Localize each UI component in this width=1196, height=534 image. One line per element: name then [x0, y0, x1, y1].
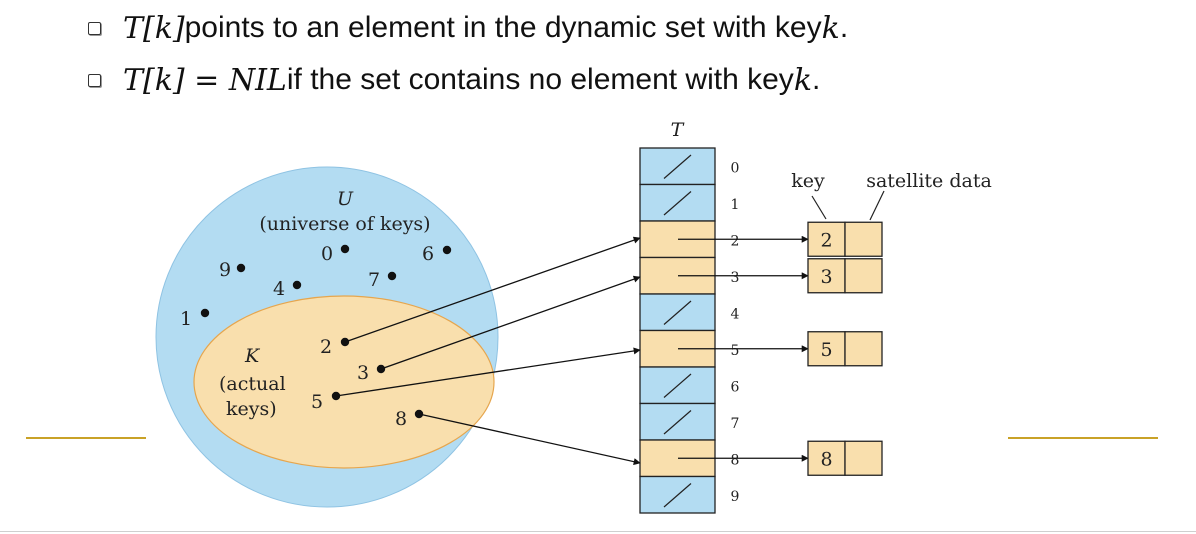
slot-index-9: 9: [731, 489, 740, 505]
slot-index-8: 8: [731, 452, 740, 468]
nil-slash: [663, 191, 692, 216]
record-satellite-cell: [844, 331, 883, 367]
nil-slash: [663, 410, 692, 435]
nil-slash: [663, 483, 692, 508]
record-key-cell: [807, 440, 846, 476]
bullet-1-end: .: [839, 11, 849, 44]
record-key-cell: [807, 258, 846, 294]
accent-line-left: [26, 437, 146, 439]
bullet-2-text: if the set contains no element with key: [286, 63, 794, 96]
universe-key-0: 0: [321, 243, 333, 265]
arrow-key5-to-slot5: [335, 347, 641, 397]
bullet-2-end: .: [812, 63, 821, 96]
actual-key-2: 2: [320, 336, 332, 358]
bullet-2-math: T[k]: [123, 62, 185, 98]
arrow-key8-to-slot8: [418, 413, 641, 466]
universe-key-dot: [340, 244, 350, 254]
actual-key-5: 5: [311, 391, 323, 413]
arrow-key2-to-slot2: [344, 236, 641, 343]
slot-index-5: 5: [731, 343, 740, 359]
bullet-2-key: k: [793, 62, 812, 98]
universe-key-dot: [387, 271, 397, 281]
universe-key-dot: [200, 308, 210, 318]
slot-index-7: 7: [731, 416, 740, 432]
slot-index-3: 3: [731, 270, 740, 286]
universe-key-1: 1: [180, 308, 192, 330]
bullet-1: T[k] points to an element in the dynamic…: [88, 8, 848, 48]
element-records: 2 3 5 8: [678, 221, 883, 476]
table-label: T: [671, 119, 685, 141]
bullet-2-eq: =: [184, 62, 229, 98]
satellite-annotation: satellite data: [866, 170, 992, 192]
bottom-rule: [0, 531, 1196, 532]
universe-key-9: 9: [219, 259, 231, 281]
arrow-key3-to-slot3: [380, 275, 641, 370]
record-key-2: 2: [820, 229, 832, 251]
record-key-cell: [807, 221, 846, 257]
bullet-2-nil: NIL: [228, 62, 287, 98]
bullet-1-math: T[k]: [123, 10, 185, 46]
bullet-1-text: points to an element in the dynamic set …: [184, 11, 822, 44]
record-key-8: 8: [820, 448, 832, 470]
actual-caption-line2: keys): [226, 398, 277, 420]
key-pointer-line: [811, 195, 827, 220]
record-satellite-cell: [844, 440, 883, 476]
nil-slash: [663, 300, 692, 325]
satellite-pointer-line: [869, 190, 885, 221]
bullet-1-key: k: [821, 10, 840, 46]
slot-index-4: 4: [731, 306, 740, 322]
actual-caption-line1: (actual: [219, 373, 286, 395]
slot-index-6: 6: [731, 379, 740, 395]
record-key-3: 3: [820, 266, 832, 288]
universe-key-7: 7: [368, 269, 380, 291]
record-key-cell: [807, 331, 846, 367]
slot-index-1: 1: [731, 197, 740, 213]
accent-line-right: [1008, 437, 1158, 439]
record-satellite-cell: [844, 258, 883, 294]
nil-slash: [663, 373, 692, 398]
arrows: [335, 236, 641, 466]
universe-caption: (universe of keys): [259, 213, 430, 235]
universe-key-dot: [292, 280, 302, 290]
record-key-5: 5: [820, 339, 832, 361]
actual-key-8: 8: [395, 408, 407, 430]
universe-key-6: 6: [422, 243, 434, 265]
nil-slash: [663, 154, 692, 179]
table-slot-1: [639, 183, 716, 222]
actual-label: K: [244, 345, 261, 367]
universe-key-dot: [236, 263, 246, 273]
bullet-2: T[k] = NIL if the set contains no elemen…: [88, 60, 820, 100]
universe-key-4: 4: [273, 278, 285, 300]
actual-keys-ellipse: [193, 295, 495, 469]
actual-key-3: 3: [357, 362, 369, 384]
slot-index-0: 0: [731, 160, 740, 176]
bullet-square-icon: [88, 21, 101, 35]
record-satellite-cell: [844, 221, 883, 257]
universe-label: U: [337, 188, 354, 210]
universe-key-dot: [442, 245, 452, 255]
key-annotation: key: [791, 170, 825, 192]
slot-index-2: 2: [731, 233, 740, 249]
bullet-square-icon: [88, 73, 101, 87]
